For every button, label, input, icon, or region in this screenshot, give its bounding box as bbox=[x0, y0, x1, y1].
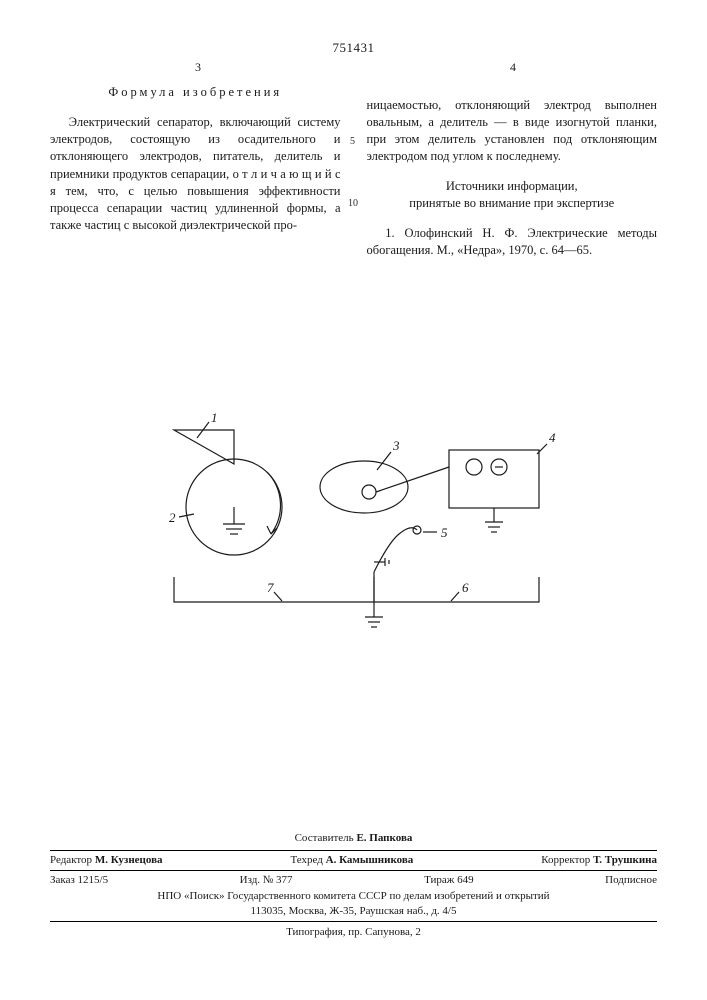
text-columns: Формула изобретения Электрический сепара… bbox=[50, 84, 657, 272]
footer-block: Составитель Е. Папкова Редактор М. Кузне… bbox=[50, 831, 657, 940]
left-page-no: 3 bbox=[195, 60, 201, 75]
line-marker-5: 5 bbox=[350, 136, 355, 147]
footer-typography: Типография, пр. Сапунова, 2 bbox=[50, 925, 657, 940]
diagram-label-5: 5 bbox=[441, 525, 448, 540]
separator-diagram: 1 2 3 4 5 6 7 bbox=[139, 412, 569, 642]
formula-title: Формула изобретения bbox=[50, 84, 341, 101]
left-column: Формула изобретения Электрический сепара… bbox=[50, 84, 341, 272]
comp-label: Составитель bbox=[295, 832, 354, 844]
footer-print-info: Заказ 1215/5 Изд. № 377 Тираж 649 Подпис… bbox=[50, 871, 657, 890]
org-addr: 113035, Москва, Ж-35, Раушская наб., д. … bbox=[50, 904, 657, 919]
org-name: НПО «Поиск» Государственного комитета СС… bbox=[50, 889, 657, 904]
page-root: 751431 3 4 5 10 Формула изобретения Элек… bbox=[0, 0, 707, 1000]
tirazh: Тираж 649 bbox=[424, 873, 474, 888]
footer-compiler: Составитель Е. Папкова bbox=[50, 831, 657, 846]
source-entry: 1. Олофинский Н. Ф. Электрические методы… bbox=[367, 225, 658, 260]
sources-sub: принятые во внимание при экспертизе bbox=[367, 195, 658, 212]
left-paragraph: Электрический сепаратор, включающий сист… bbox=[50, 114, 341, 235]
comp-name: Е. Папкова bbox=[356, 832, 412, 844]
order-no: Заказ 1215/5 bbox=[50, 873, 108, 888]
footer-org: НПО «Поиск» Государственного комитета СС… bbox=[50, 889, 657, 922]
diagram-label-6: 6 bbox=[462, 580, 469, 595]
techred: Техред А. Камышникова bbox=[291, 853, 414, 868]
podpis: Подписное bbox=[605, 873, 657, 888]
diagram-label-3: 3 bbox=[392, 438, 400, 453]
right-column: ницаемостью, отклоняющий электрод выполн… bbox=[367, 84, 658, 272]
right-page-no: 4 bbox=[510, 60, 516, 75]
patent-number: 751431 bbox=[50, 40, 657, 56]
izd-no: Изд. № 377 bbox=[240, 873, 293, 888]
diagram-label-2: 2 bbox=[169, 510, 176, 525]
right-paragraph: ницаемостью, отклоняющий электрод выполн… bbox=[367, 97, 658, 166]
sources-title: Источники информации, bbox=[367, 178, 658, 195]
footer-credits: Редактор М. Кузнецова Техред А. Камышник… bbox=[50, 850, 657, 871]
diagram-label-7: 7 bbox=[267, 580, 274, 595]
corrector: Корректор Т. Трушкина bbox=[541, 853, 657, 868]
diagram-label-4: 4 bbox=[549, 430, 556, 445]
diagram-label-1: 1 bbox=[211, 412, 218, 425]
editor: Редактор М. Кузнецова bbox=[50, 853, 163, 868]
line-marker-10: 10 bbox=[348, 198, 358, 209]
